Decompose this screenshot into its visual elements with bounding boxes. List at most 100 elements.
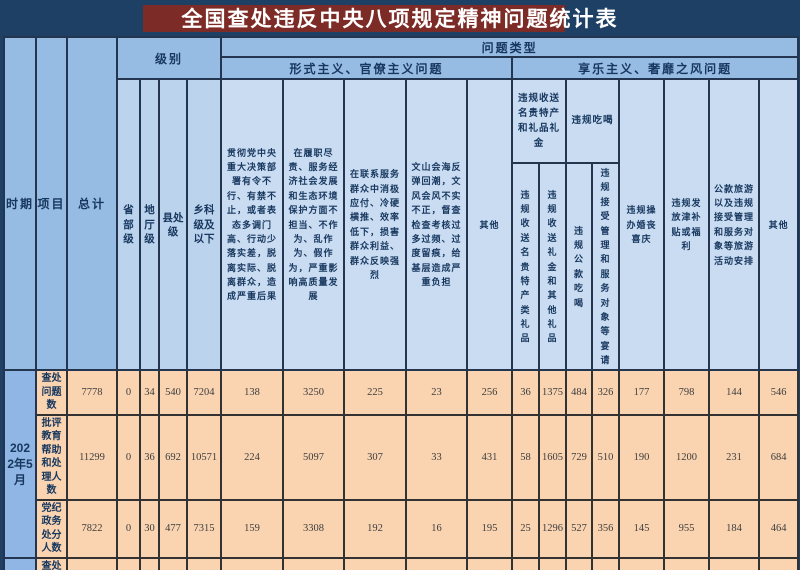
data-cell: 231 (708, 413, 761, 501)
col-header-problem-type-group: 问题类型 (220, 36, 800, 58)
data-cell: 5 (116, 556, 141, 570)
col-header-level-county: 县处级 (158, 77, 188, 372)
row-label: 批评教育帮助和处理人数 (35, 413, 68, 501)
col-header-level-township: 乡科级及以下 (185, 77, 223, 372)
col-header-allowance: 违规发放津补贴或福利 (663, 77, 711, 372)
data-cell: 145 (618, 498, 666, 559)
period-label: 2022年5月 (3, 369, 37, 559)
col-header-public-travel: 公款旅游以及违规接受管理和服务对象等旅游活动安排 (708, 77, 761, 372)
data-cell: 3250 (282, 369, 346, 416)
data-cell: 890 (343, 556, 408, 570)
data-cell: 1200 (663, 413, 711, 501)
data-cell: 7778 (66, 369, 118, 416)
data-cell: 692 (158, 413, 188, 501)
data-cell: 25 (511, 498, 541, 559)
data-cell: 30 (139, 498, 160, 559)
col-header-level-prefecture: 地厅级 (139, 77, 160, 372)
data-cell: 16054 (282, 556, 346, 570)
data-cell: 37080 (66, 556, 118, 570)
data-cell: 3546 (663, 556, 711, 570)
data-cell: 5097 (282, 413, 346, 501)
data-cell: 33986 (185, 556, 223, 570)
col-header-period: 时期 (3, 35, 37, 372)
period-label: 2022年以来 (3, 556, 37, 570)
col-header-hedonism-other: 其他 (758, 77, 800, 372)
data-cell: 1275 (466, 556, 514, 570)
col-header-formalism-2: 在联系服务群众中消极应付、冷硬横推、效率低下，损害群众利益、群众反映强烈 (343, 77, 408, 372)
header-row-2: 形式主义、官僚主义问题 享乐主义、奢靡之风问题 (4, 56, 800, 80)
data-cell: 546 (758, 369, 800, 416)
data-cell: 0 (116, 413, 141, 501)
col-header-dining-group: 违规吃喝 (565, 78, 621, 164)
data-cell: 16 (405, 498, 469, 559)
data-cell: 7204 (185, 369, 223, 416)
data-cell: 58 (511, 413, 541, 501)
data-cell: 713 (708, 556, 761, 570)
header-row-4: 违规收送名贵特产类礼品 违规收送礼金和其他礼品 违规公款吃喝 违规接受管理和服务… (4, 161, 798, 372)
data-cell: 86 (405, 556, 469, 570)
data-cell: 2528 (758, 556, 800, 570)
data-cell: 900 (618, 556, 666, 570)
title-bar: 全国查处违反中央八项规定精神问题统计表 (3, 0, 797, 36)
header-row-1: 时期 项目 总计 级别 问题类型 (3, 35, 800, 372)
data-cell: 527 (565, 498, 594, 559)
data-cell: 159 (220, 498, 285, 559)
data-cell: 23 (405, 369, 469, 416)
data-cell: 326 (591, 369, 621, 416)
col-header-level-province: 省部级 (116, 77, 141, 372)
header-row-3: 省部级 地厅级 县处级 乡科级及以下 贯彻党中央重大决策部署有令不行、有禁不止，… (4, 77, 800, 372)
data-cell: 198 (139, 556, 160, 570)
data-cell: 138 (220, 369, 285, 416)
data-cell: 484 (565, 369, 594, 416)
data-cell: 798 (663, 369, 711, 416)
data-cell: 1605 (538, 413, 568, 501)
data-cell: 192 (343, 498, 408, 559)
data-cell: 7315 (185, 498, 223, 559)
data-cell: 1296 (538, 498, 568, 559)
data-cell: 256 (466, 369, 514, 416)
data-cell: 10571 (185, 413, 223, 501)
table-row: 党纪政务处分人数 7822 0 30 477 7315 159 3308 192… (4, 498, 800, 559)
data-cell: 224 (220, 413, 285, 501)
data-cell: 6683 (538, 556, 568, 570)
data-cell: 1375 (538, 369, 568, 416)
page-title: 全国查处违反中央八项规定精神问题统计表 (181, 8, 619, 31)
data-cell: 0 (116, 369, 141, 416)
data-cell: 36 (139, 413, 160, 501)
col-header-formalism-1: 在履职尽责、服务经济社会发展和生态环境保护方面不担当、不作为、乱作为、假作为，严… (282, 77, 346, 372)
data-cell: 431 (466, 413, 514, 501)
data-cell: 307 (343, 413, 408, 501)
data-cell: 7822 (66, 498, 118, 559)
data-cell: 540 (158, 369, 188, 416)
data-cell: 510 (591, 413, 621, 501)
data-cell: 729 (565, 413, 594, 501)
data-cell: 33 (405, 413, 469, 501)
col-header-formalism-other: 其他 (466, 77, 514, 372)
data-cell: 190 (618, 413, 666, 501)
table-row: 2022年以来 查处问题数 37080 5 198 2891 33986 556… (3, 556, 800, 570)
col-header-dining-banquet: 违规接受管理和服务对象等宴请 (591, 161, 621, 372)
table-row: 2022年5月 查处问题数 7778 0 34 540 7204 138 325… (3, 369, 800, 559)
data-cell: 477 (158, 498, 188, 559)
data-cell: 34 (139, 369, 160, 416)
data-cell: 11299 (66, 413, 118, 501)
col-header-hedonism-group: 享乐主义、奢靡之风问题 (511, 56, 800, 80)
data-cell: 684 (758, 413, 800, 501)
col-header-wedding-funeral: 违规操办婚丧喜庆 (618, 77, 666, 372)
col-header-dining-public-funds: 违规公款吃喝 (565, 161, 594, 372)
data-cell: 464 (758, 498, 800, 559)
data-cell: 36 (511, 369, 541, 416)
col-header-gift-group: 违规收送名贵特产和礼品礼金 (511, 78, 568, 164)
col-header-formalism-group: 形式主义、官僚主义问题 (220, 56, 514, 80)
col-header-level-group: 级别 (115, 36, 223, 80)
row-label: 党纪政务处分人数 (35, 498, 68, 559)
data-cell: 153 (511, 556, 541, 570)
col-header-formalism-3: 文山会海反弹回潮，文风会风不实不正，督查检查考核过多过频、过度留痕，给基层造成严… (405, 77, 469, 372)
data-cell: 356 (591, 498, 621, 559)
row-label: 查处问题数 (35, 556, 68, 570)
col-header-item: 项目 (35, 35, 68, 372)
stats-table: 时期 项目 总计 级别 问题类型 形式主义、官僚主义问题 享乐主义、奢靡之风问题… (3, 35, 800, 570)
col-header-total: 总计 (66, 35, 118, 372)
title-red-band (143, 5, 565, 32)
